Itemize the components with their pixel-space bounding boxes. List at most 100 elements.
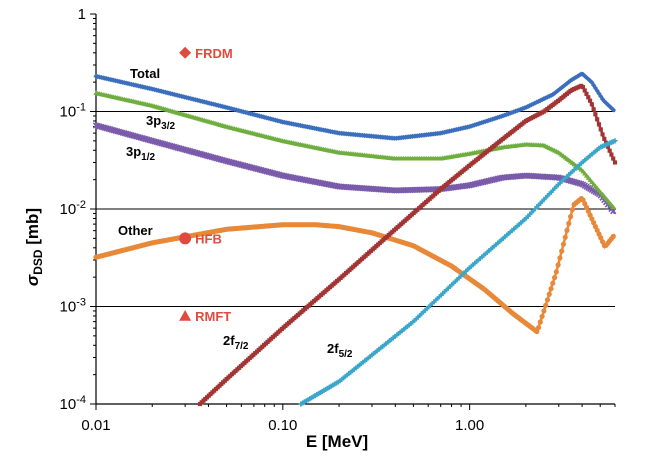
series-point bbox=[553, 269, 559, 275]
series-point bbox=[607, 103, 613, 109]
series-point bbox=[576, 72, 583, 78]
series-point bbox=[580, 84, 586, 90]
gridlines bbox=[96, 111, 615, 307]
series-point bbox=[551, 275, 558, 281]
series-labels: Total 3p3/2 3p1/2 Other 2f7/2 2f5/2 bbox=[118, 66, 353, 360]
x-tick-label: 1.00 bbox=[455, 417, 484, 434]
series-point bbox=[539, 313, 545, 320]
y-tick-label: 10-1 bbox=[60, 102, 86, 121]
series-point bbox=[537, 319, 543, 325]
series-1 bbox=[93, 90, 616, 210]
series-point bbox=[557, 255, 563, 261]
series-point bbox=[548, 92, 554, 98]
series-point bbox=[543, 302, 549, 308]
series-0 bbox=[93, 71, 616, 141]
series-point bbox=[610, 233, 616, 240]
series-point bbox=[534, 328, 540, 335]
series-label: 2f7/2 bbox=[223, 333, 249, 352]
series-3 bbox=[93, 195, 616, 335]
series-point bbox=[562, 82, 568, 88]
y-axis-title: σDSD [mb] bbox=[23, 208, 45, 286]
series-point bbox=[566, 79, 572, 85]
series-point bbox=[584, 91, 589, 96]
y-tick-label: 10-2 bbox=[60, 199, 86, 218]
series-point bbox=[611, 156, 616, 161]
series-point bbox=[557, 86, 563, 92]
series-5 bbox=[298, 138, 618, 407]
series-point bbox=[608, 105, 615, 111]
series-point bbox=[560, 83, 567, 89]
series-point bbox=[560, 241, 567, 247]
series-point bbox=[596, 90, 602, 97]
series-point bbox=[555, 262, 561, 268]
series-point bbox=[602, 136, 607, 141]
series-point bbox=[559, 85, 565, 91]
series-point bbox=[591, 82, 597, 88]
point-frdm bbox=[179, 46, 192, 59]
series-point bbox=[607, 148, 612, 153]
series-point bbox=[534, 99, 540, 105]
series-point bbox=[582, 88, 587, 93]
series-point bbox=[564, 80, 570, 87]
y-axis-title-sub: DSD bbox=[31, 249, 45, 275]
series-point bbox=[546, 291, 552, 297]
tick-labels: 0.01 0.10 1.00 1 10-1 10-2 10-3 10-4 bbox=[60, 6, 485, 434]
series-point bbox=[610, 208, 617, 215]
series-point bbox=[594, 88, 600, 94]
series-point bbox=[535, 324, 542, 331]
series-point bbox=[537, 97, 543, 104]
series-layer bbox=[92, 71, 618, 407]
series-point bbox=[596, 122, 602, 127]
series-point bbox=[595, 117, 600, 122]
series-point bbox=[582, 73, 588, 79]
series-point bbox=[612, 160, 618, 165]
series-point bbox=[605, 102, 611, 108]
series-point bbox=[587, 78, 593, 84]
reference-points: FRDM HFB RMFT bbox=[179, 46, 233, 324]
series-point bbox=[551, 90, 558, 96]
series-point bbox=[600, 132, 605, 137]
x-axis-title: E [MeV] bbox=[306, 432, 368, 451]
series-point bbox=[612, 138, 618, 144]
series-label: Other bbox=[118, 223, 153, 238]
series-point bbox=[591, 107, 596, 112]
series-point bbox=[562, 234, 568, 240]
series-label: Total bbox=[130, 66, 160, 81]
series-point bbox=[587, 98, 593, 103]
series-point bbox=[546, 93, 552, 99]
series-point bbox=[553, 89, 559, 95]
series-point bbox=[550, 280, 556, 286]
series-point bbox=[589, 102, 594, 107]
series-point bbox=[535, 98, 542, 104]
series-point bbox=[605, 144, 610, 149]
series-point bbox=[580, 71, 586, 77]
y-tick-label: 10-4 bbox=[60, 394, 86, 413]
series-point bbox=[530, 101, 536, 107]
point-rmft bbox=[179, 309, 192, 321]
series-point bbox=[586, 95, 591, 100]
point-label: FRDM bbox=[195, 46, 233, 61]
series-point bbox=[564, 227, 570, 233]
series-point bbox=[523, 104, 529, 110]
y-axis-title-main: σ bbox=[23, 274, 42, 286]
series-point bbox=[543, 95, 549, 101]
series-point bbox=[548, 286, 554, 292]
series-point bbox=[567, 78, 574, 84]
series-point bbox=[592, 85, 599, 91]
series-label: 3p3/2 bbox=[146, 113, 176, 132]
series-point bbox=[569, 207, 575, 213]
series-point bbox=[598, 127, 603, 132]
series-point bbox=[559, 248, 565, 254]
series-point bbox=[550, 91, 556, 98]
series-point bbox=[566, 220, 572, 227]
series-2 bbox=[92, 122, 617, 215]
point-label: RMFT bbox=[195, 309, 231, 324]
x-tick-label: 0.10 bbox=[268, 417, 297, 434]
series-point bbox=[598, 93, 604, 99]
series-point bbox=[609, 152, 614, 157]
series-4 bbox=[197, 83, 618, 407]
point-hfb bbox=[179, 232, 192, 245]
series-point bbox=[593, 112, 598, 117]
y-axis-title-unit: [mb] bbox=[23, 208, 42, 250]
series-point bbox=[555, 87, 561, 94]
